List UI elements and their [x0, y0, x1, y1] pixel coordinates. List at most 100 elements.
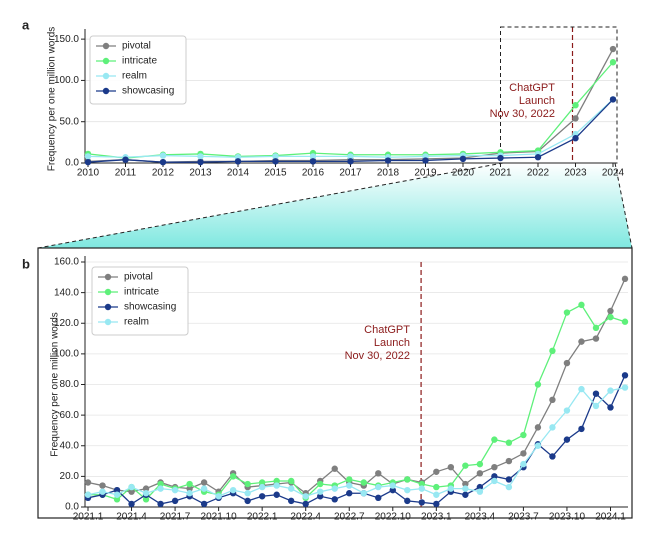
- marker: [347, 158, 354, 165]
- legend-label: intricate: [124, 287, 159, 298]
- marker: [505, 483, 513, 491]
- marker: [621, 318, 629, 325]
- annotation: Nov 30, 2022: [345, 350, 410, 362]
- annotation: ChatGPT: [509, 82, 555, 94]
- marker: [84, 158, 92, 166]
- marker: [273, 482, 280, 489]
- marker: [171, 497, 179, 505]
- x-tick-label: 2021.4: [116, 512, 147, 523]
- marker: [563, 436, 571, 443]
- marker: [309, 153, 317, 160]
- marker: [244, 480, 251, 488]
- marker: [447, 463, 455, 471]
- x-tick-label: 2020: [452, 168, 475, 179]
- marker: [592, 402, 600, 410]
- panel: 0.0 20.0 40.0 60.0 80.0 100.0 120.0 140.0 160.0 2…: [22, 256, 629, 523]
- marker: [347, 153, 354, 160]
- marker: [549, 424, 556, 431]
- x-tick-label: 2018: [377, 168, 400, 179]
- marker: [157, 500, 164, 508]
- legend-marker: [102, 87, 110, 95]
- marker: [621, 275, 629, 283]
- marker: [572, 135, 579, 142]
- x-tick-label: 2022.4: [290, 512, 321, 523]
- marker: [572, 115, 579, 122]
- marker: [549, 396, 556, 404]
- marker: [360, 490, 367, 497]
- marker: [360, 479, 367, 486]
- marker: [186, 485, 193, 492]
- marker: [317, 493, 324, 500]
- marker: [578, 338, 585, 345]
- marker: [287, 477, 295, 485]
- marker: [244, 497, 251, 505]
- legend-marker: [104, 273, 112, 281]
- marker: [476, 460, 484, 468]
- marker: [84, 479, 92, 486]
- marker: [113, 486, 121, 494]
- marker: [505, 476, 513, 483]
- marker: [433, 500, 440, 508]
- marker: [128, 488, 135, 495]
- legend-label: realm: [122, 71, 147, 82]
- zoom-band: [38, 163, 632, 248]
- marker: [418, 499, 426, 506]
- marker: [607, 313, 614, 321]
- marker: [142, 490, 150, 497]
- marker: [534, 442, 542, 449]
- annotation: Nov 30, 2022: [490, 108, 555, 120]
- marker: [592, 324, 600, 332]
- annotation: Launch: [374, 337, 410, 349]
- marker: [186, 480, 193, 488]
- marker: [157, 485, 164, 492]
- annotation: ChatGPT: [364, 324, 410, 336]
- marker: [273, 477, 280, 485]
- marker: [520, 450, 527, 457]
- marker: [159, 158, 167, 166]
- x-tick-label: 2021.7: [160, 512, 191, 523]
- legend-marker: [104, 303, 112, 311]
- x-tick-label: 2014: [227, 168, 250, 179]
- marker: [159, 152, 167, 159]
- marker: [607, 404, 614, 411]
- y-tick-label: 80.0: [60, 379, 80, 390]
- marker: [84, 491, 92, 498]
- x-tick-label: 2024.1: [595, 512, 626, 523]
- marker: [609, 96, 617, 103]
- marker: [272, 153, 279, 160]
- marker: [505, 439, 513, 446]
- x-tick-label: 2012: [152, 168, 175, 179]
- marker: [476, 488, 484, 495]
- marker: [375, 470, 382, 477]
- marker: [447, 485, 455, 492]
- marker: [549, 347, 556, 355]
- marker: [287, 497, 295, 505]
- marker: [113, 496, 121, 503]
- marker: [491, 463, 498, 471]
- marker: [142, 485, 150, 492]
- legend-box: [89, 35, 187, 105]
- x-tick-label: 2010: [77, 168, 100, 179]
- x-tick-label: 2023: [564, 168, 587, 179]
- marker: [534, 424, 542, 431]
- marker: [462, 491, 469, 498]
- marker: [302, 493, 309, 500]
- marker: [534, 381, 542, 388]
- marker: [287, 485, 295, 492]
- marker: [549, 453, 556, 460]
- y-tick-label: 0.0: [65, 502, 79, 513]
- x-tick-label: 2022: [527, 168, 550, 179]
- x-tick-label: 2023.1: [421, 512, 452, 523]
- marker: [578, 385, 585, 393]
- marker: [418, 480, 426, 488]
- marker: [476, 470, 484, 477]
- marker: [99, 488, 106, 495]
- marker: [476, 483, 484, 491]
- legend-marker: [102, 72, 110, 80]
- y-tick-label: 120.0: [54, 318, 79, 329]
- marker: [229, 486, 237, 494]
- marker: [157, 480, 164, 488]
- x-tick-label: 2011: [115, 168, 137, 179]
- y-tick-label: 160.0: [54, 257, 79, 268]
- marker: [621, 372, 629, 379]
